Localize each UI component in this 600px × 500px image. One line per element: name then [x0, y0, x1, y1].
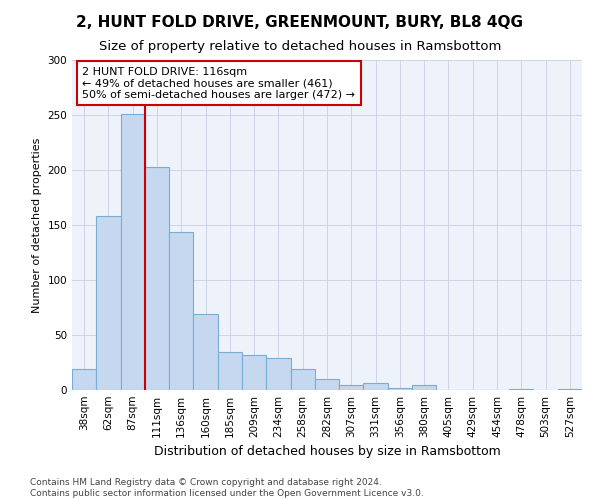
Y-axis label: Number of detached properties: Number of detached properties — [32, 138, 42, 312]
Bar — [339, 384, 364, 390]
X-axis label: Distribution of detached houses by size in Ramsbottom: Distribution of detached houses by size … — [154, 446, 500, 458]
Bar — [364, 384, 388, 390]
Bar — [509, 389, 533, 390]
Bar — [72, 369, 96, 390]
Bar — [193, 314, 218, 390]
Bar — [169, 232, 193, 390]
Text: Size of property relative to detached houses in Ramsbottom: Size of property relative to detached ho… — [99, 40, 501, 53]
Bar — [121, 114, 145, 390]
Bar — [412, 384, 436, 390]
Bar — [266, 358, 290, 390]
Bar — [388, 388, 412, 390]
Text: 2, HUNT FOLD DRIVE, GREENMOUNT, BURY, BL8 4QG: 2, HUNT FOLD DRIVE, GREENMOUNT, BURY, BL… — [77, 15, 523, 30]
Bar — [315, 379, 339, 390]
Text: 2 HUNT FOLD DRIVE: 116sqm
← 49% of detached houses are smaller (461)
50% of semi: 2 HUNT FOLD DRIVE: 116sqm ← 49% of detac… — [82, 66, 355, 100]
Bar — [218, 352, 242, 390]
Text: Contains HM Land Registry data © Crown copyright and database right 2024.
Contai: Contains HM Land Registry data © Crown c… — [30, 478, 424, 498]
Bar — [242, 355, 266, 390]
Bar — [290, 369, 315, 390]
Bar — [96, 216, 121, 390]
Bar — [558, 389, 582, 390]
Bar — [145, 166, 169, 390]
